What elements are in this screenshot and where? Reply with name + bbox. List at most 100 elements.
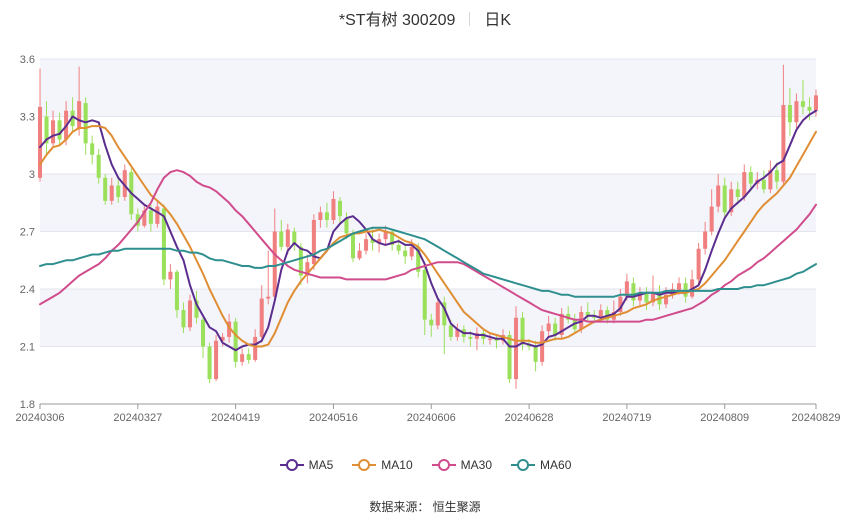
candle-body (416, 246, 421, 272)
candle-body (618, 296, 623, 312)
candle-body (344, 218, 349, 234)
grid-band (40, 174, 816, 232)
candle-body (122, 170, 127, 197)
candle-body (514, 317, 519, 380)
candle-body (781, 105, 786, 182)
candle-body (396, 244, 401, 251)
legend-marker-icon (279, 459, 304, 471)
candle-body (533, 346, 538, 362)
candle-body (240, 354, 245, 362)
candle-body (768, 170, 773, 190)
x-tick-label: 20240419 (211, 412, 260, 424)
y-tick-label: 3.3 (20, 112, 35, 124)
candle-body (794, 101, 799, 123)
candle-body (246, 354, 251, 360)
candle-body (285, 229, 290, 247)
candle-body (435, 302, 440, 326)
candle-body (813, 95, 819, 111)
x-tick-label: 20240809 (700, 412, 749, 424)
candle-body (403, 250, 408, 257)
candle-body (220, 336, 225, 341)
candle-body (142, 210, 147, 226)
candle-body (331, 198, 336, 220)
candle-body (800, 101, 805, 107)
candle-body (370, 239, 375, 243)
legend-marker-icon (511, 459, 536, 471)
candle-body (598, 310, 603, 318)
candle-body (748, 172, 753, 184)
legend-item-ma10[interactable]: MA10 (351, 458, 413, 472)
candle-body (292, 231, 297, 245)
candle-body (663, 294, 669, 305)
candle-body (696, 248, 701, 280)
candle-body (553, 323, 558, 335)
candle-body (227, 321, 232, 337)
candle-body (279, 231, 284, 247)
candle-body (37, 106, 43, 178)
candle-body (409, 246, 414, 257)
candle-body (716, 185, 721, 207)
candle-body (735, 189, 740, 197)
candle-body (468, 336, 473, 339)
x-tick-label: 20240327 (113, 412, 162, 424)
candle-body (787, 105, 792, 123)
grid-band (40, 59, 816, 117)
x-tick-label: 20240829 (792, 412, 841, 424)
candle-body (677, 283, 682, 291)
candle-body (637, 292, 642, 301)
candle-body (364, 239, 369, 251)
candle-body (540, 331, 545, 362)
candle-body (174, 271, 179, 311)
candle-body (318, 212, 323, 220)
candle-body (51, 120, 56, 144)
x-tick-label: 20240306 (16, 412, 65, 424)
candle-body (559, 313, 564, 335)
candle-body (729, 189, 734, 213)
candle-body (520, 317, 525, 345)
ma-line-ma30 (39, 169, 817, 323)
candle-body (155, 206, 160, 224)
candle-body (722, 185, 727, 213)
candle-body (337, 200, 342, 217)
candle-body (644, 292, 649, 303)
legend-label: MA60 (540, 458, 572, 472)
candle-body (44, 116, 49, 144)
candle-body (253, 336, 258, 360)
candle-body (96, 154, 101, 178)
candle-body (201, 319, 206, 347)
chart-legend: MA5 MA10 MA30 MA60 (0, 458, 850, 472)
candle-body (57, 120, 62, 140)
x-tick-label: 20240719 (602, 412, 651, 424)
chart-title: *ST有树 300209 (338, 12, 456, 29)
y-tick-label: 1.8 (20, 399, 35, 411)
legend-item-ma60[interactable]: MA60 (510, 458, 571, 472)
candle-body (703, 231, 708, 249)
candle-body (324, 212, 329, 220)
data-source-note: 数据来源： 恒生聚源 (369, 500, 481, 514)
candle-body (761, 179, 766, 190)
candle-body (774, 170, 779, 182)
legend-item-ma30[interactable]: MA30 (431, 458, 492, 472)
candle-body (233, 321, 238, 362)
period-label: 日K (484, 12, 512, 29)
x-tick-label: 20240516 (309, 412, 358, 424)
y-tick-label: 3.6 (20, 54, 35, 66)
candle-body (448, 325, 453, 337)
candle-body (350, 233, 356, 259)
candlestick-chart: 1.8 2.1 2.4 2.7 3 3.3 3.6 20240306 20240327 20240… (16, 54, 841, 424)
ma-line-ma10 (39, 125, 817, 348)
candle-body (109, 185, 114, 201)
legend-label: MA10 (381, 458, 413, 472)
candle-body (305, 262, 310, 276)
candle-body (377, 239, 382, 243)
candle-body (187, 300, 193, 328)
candle-body (311, 220, 316, 265)
candle-body (546, 323, 551, 332)
candle-body (624, 281, 629, 297)
candle-body (259, 298, 264, 337)
x-tick-label: 20240606 (407, 412, 456, 424)
candle-body (135, 214, 140, 226)
legend-item-ma5[interactable]: MA5 (279, 458, 333, 472)
candle-body (181, 310, 186, 328)
candle-body (442, 302, 447, 326)
